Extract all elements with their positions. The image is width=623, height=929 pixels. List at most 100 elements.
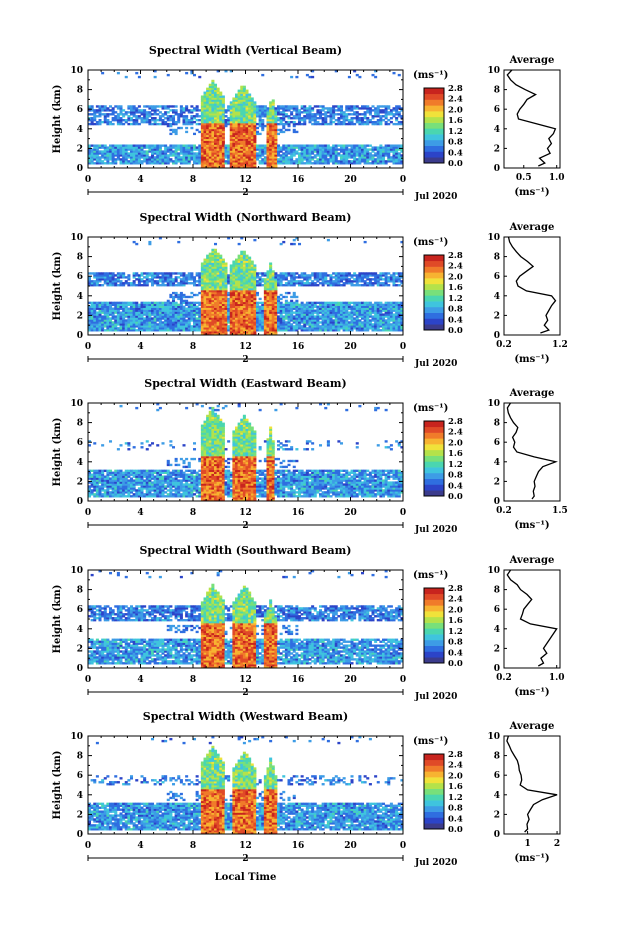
heatmap-cell (242, 97, 246, 100)
heatmap-cell (358, 156, 362, 159)
heatmap-cell (166, 321, 170, 324)
heatmap-cell (88, 117, 92, 120)
heatmap-cell (164, 105, 168, 108)
heatmap-cell (219, 152, 223, 155)
heatmap-cell (271, 307, 275, 310)
heatmap-cell (177, 282, 181, 285)
heatmap-cell (130, 315, 134, 318)
heatmap-cell (308, 309, 312, 312)
heatmap-cell (211, 124, 215, 128)
heatmap-cell (90, 323, 94, 326)
heatmap-cell (382, 111, 386, 114)
colorbar-swatch (424, 134, 444, 141)
heatmap-cell (161, 272, 165, 275)
heatmap-cell (119, 282, 123, 285)
heatmap-cell (164, 309, 168, 312)
heatmap-cell (237, 295, 241, 299)
heatmap-cell (177, 319, 181, 322)
heatmap-cell (256, 111, 260, 114)
heatmap-cell (313, 305, 317, 308)
heatmap-cell (151, 282, 155, 285)
heatmap-cell (200, 144, 204, 147)
heatmap-cell (392, 115, 396, 118)
heatmap-cell (269, 293, 273, 297)
heatmap-cell (371, 154, 375, 157)
heatmap-cell (305, 154, 309, 157)
heatmap-cell (253, 124, 257, 128)
heatmap-cell (235, 321, 239, 324)
heatmap-cell (158, 329, 162, 332)
heatmap-cell (379, 158, 383, 161)
heatmap-cell (277, 113, 281, 116)
heatmap-cell (271, 117, 275, 120)
heatmap-cell (311, 109, 315, 112)
heatmap-cell (263, 280, 267, 283)
heatmap-cell (253, 319, 257, 322)
heatmap-cell (240, 134, 244, 138)
heatmap-cell (164, 122, 168, 126)
heatmap-cell (271, 144, 275, 147)
heatmap-cell (271, 289, 275, 293)
heatmap-cell (279, 280, 283, 283)
heatmap-cell (156, 319, 160, 322)
heatmap-cell (250, 150, 254, 153)
heatmap-cell (384, 144, 388, 147)
heatmap-cell (164, 162, 168, 165)
heatmap-cell (200, 270, 204, 273)
heatmap-cell (148, 150, 152, 153)
heatmap-cell (237, 317, 241, 320)
heatmap-cell (169, 274, 173, 277)
heatmap-cell (103, 105, 107, 108)
heatmap-cell (227, 321, 231, 324)
heatmap-cell (269, 323, 273, 326)
heatmap-cell (109, 150, 113, 153)
heatmap-cell (269, 307, 273, 310)
heatmap-cell (219, 156, 223, 159)
heatmap-cell (266, 115, 270, 118)
heatmap-cell (161, 282, 165, 285)
heatmap-cell (253, 158, 257, 161)
heatmap-cell (324, 321, 328, 324)
heatmap-cell (347, 75, 351, 79)
heatmap-cell (305, 284, 309, 287)
heatmap-cell (229, 122, 233, 126)
heatmap-cell (219, 97, 223, 100)
heatmap-cell (250, 140, 254, 143)
heatmap-cell (326, 152, 330, 155)
heatmap-cell (109, 303, 113, 306)
heatmap-cell (190, 282, 194, 285)
heatmap-cell (245, 119, 249, 122)
heatmap-cell (305, 113, 309, 116)
heatmap-cell (300, 156, 304, 159)
heatmap-cell (216, 274, 220, 277)
heatmap-cell (90, 309, 94, 312)
heatmap-cell (132, 327, 136, 330)
heatmap-cell (326, 148, 330, 151)
heatmap-cell (169, 148, 173, 151)
heatmap-cell (308, 120, 312, 124)
heatmap-cell (187, 276, 191, 279)
heatmap-cell (316, 122, 320, 126)
heatmap-cell (363, 150, 367, 153)
heatmap-cell (227, 146, 231, 149)
heatmap-cell (185, 295, 189, 299)
heatmap-cell (329, 156, 333, 159)
heatmap-cell (242, 117, 246, 120)
heatmap-cell (179, 319, 183, 322)
heatmap-cell (153, 325, 157, 328)
heatmap-cell (232, 117, 236, 120)
heatmap-cell (193, 152, 197, 155)
heatmap-cell (263, 309, 267, 312)
heatmap-cell (371, 120, 375, 124)
heatmap-cell (256, 146, 260, 149)
heatmap-cell (211, 109, 215, 112)
colorbar-tick-label: 0.4 (448, 148, 463, 158)
heatmap-cell (235, 105, 239, 108)
heatmap-cell (245, 126, 249, 130)
heatmap-cell (101, 272, 105, 275)
x-tick-label: 16 (292, 175, 305, 185)
heatmap-cell (279, 323, 283, 326)
heatmap-cell (316, 120, 320, 124)
heatmap-cell (253, 148, 257, 151)
heatmap-cell (211, 91, 215, 94)
